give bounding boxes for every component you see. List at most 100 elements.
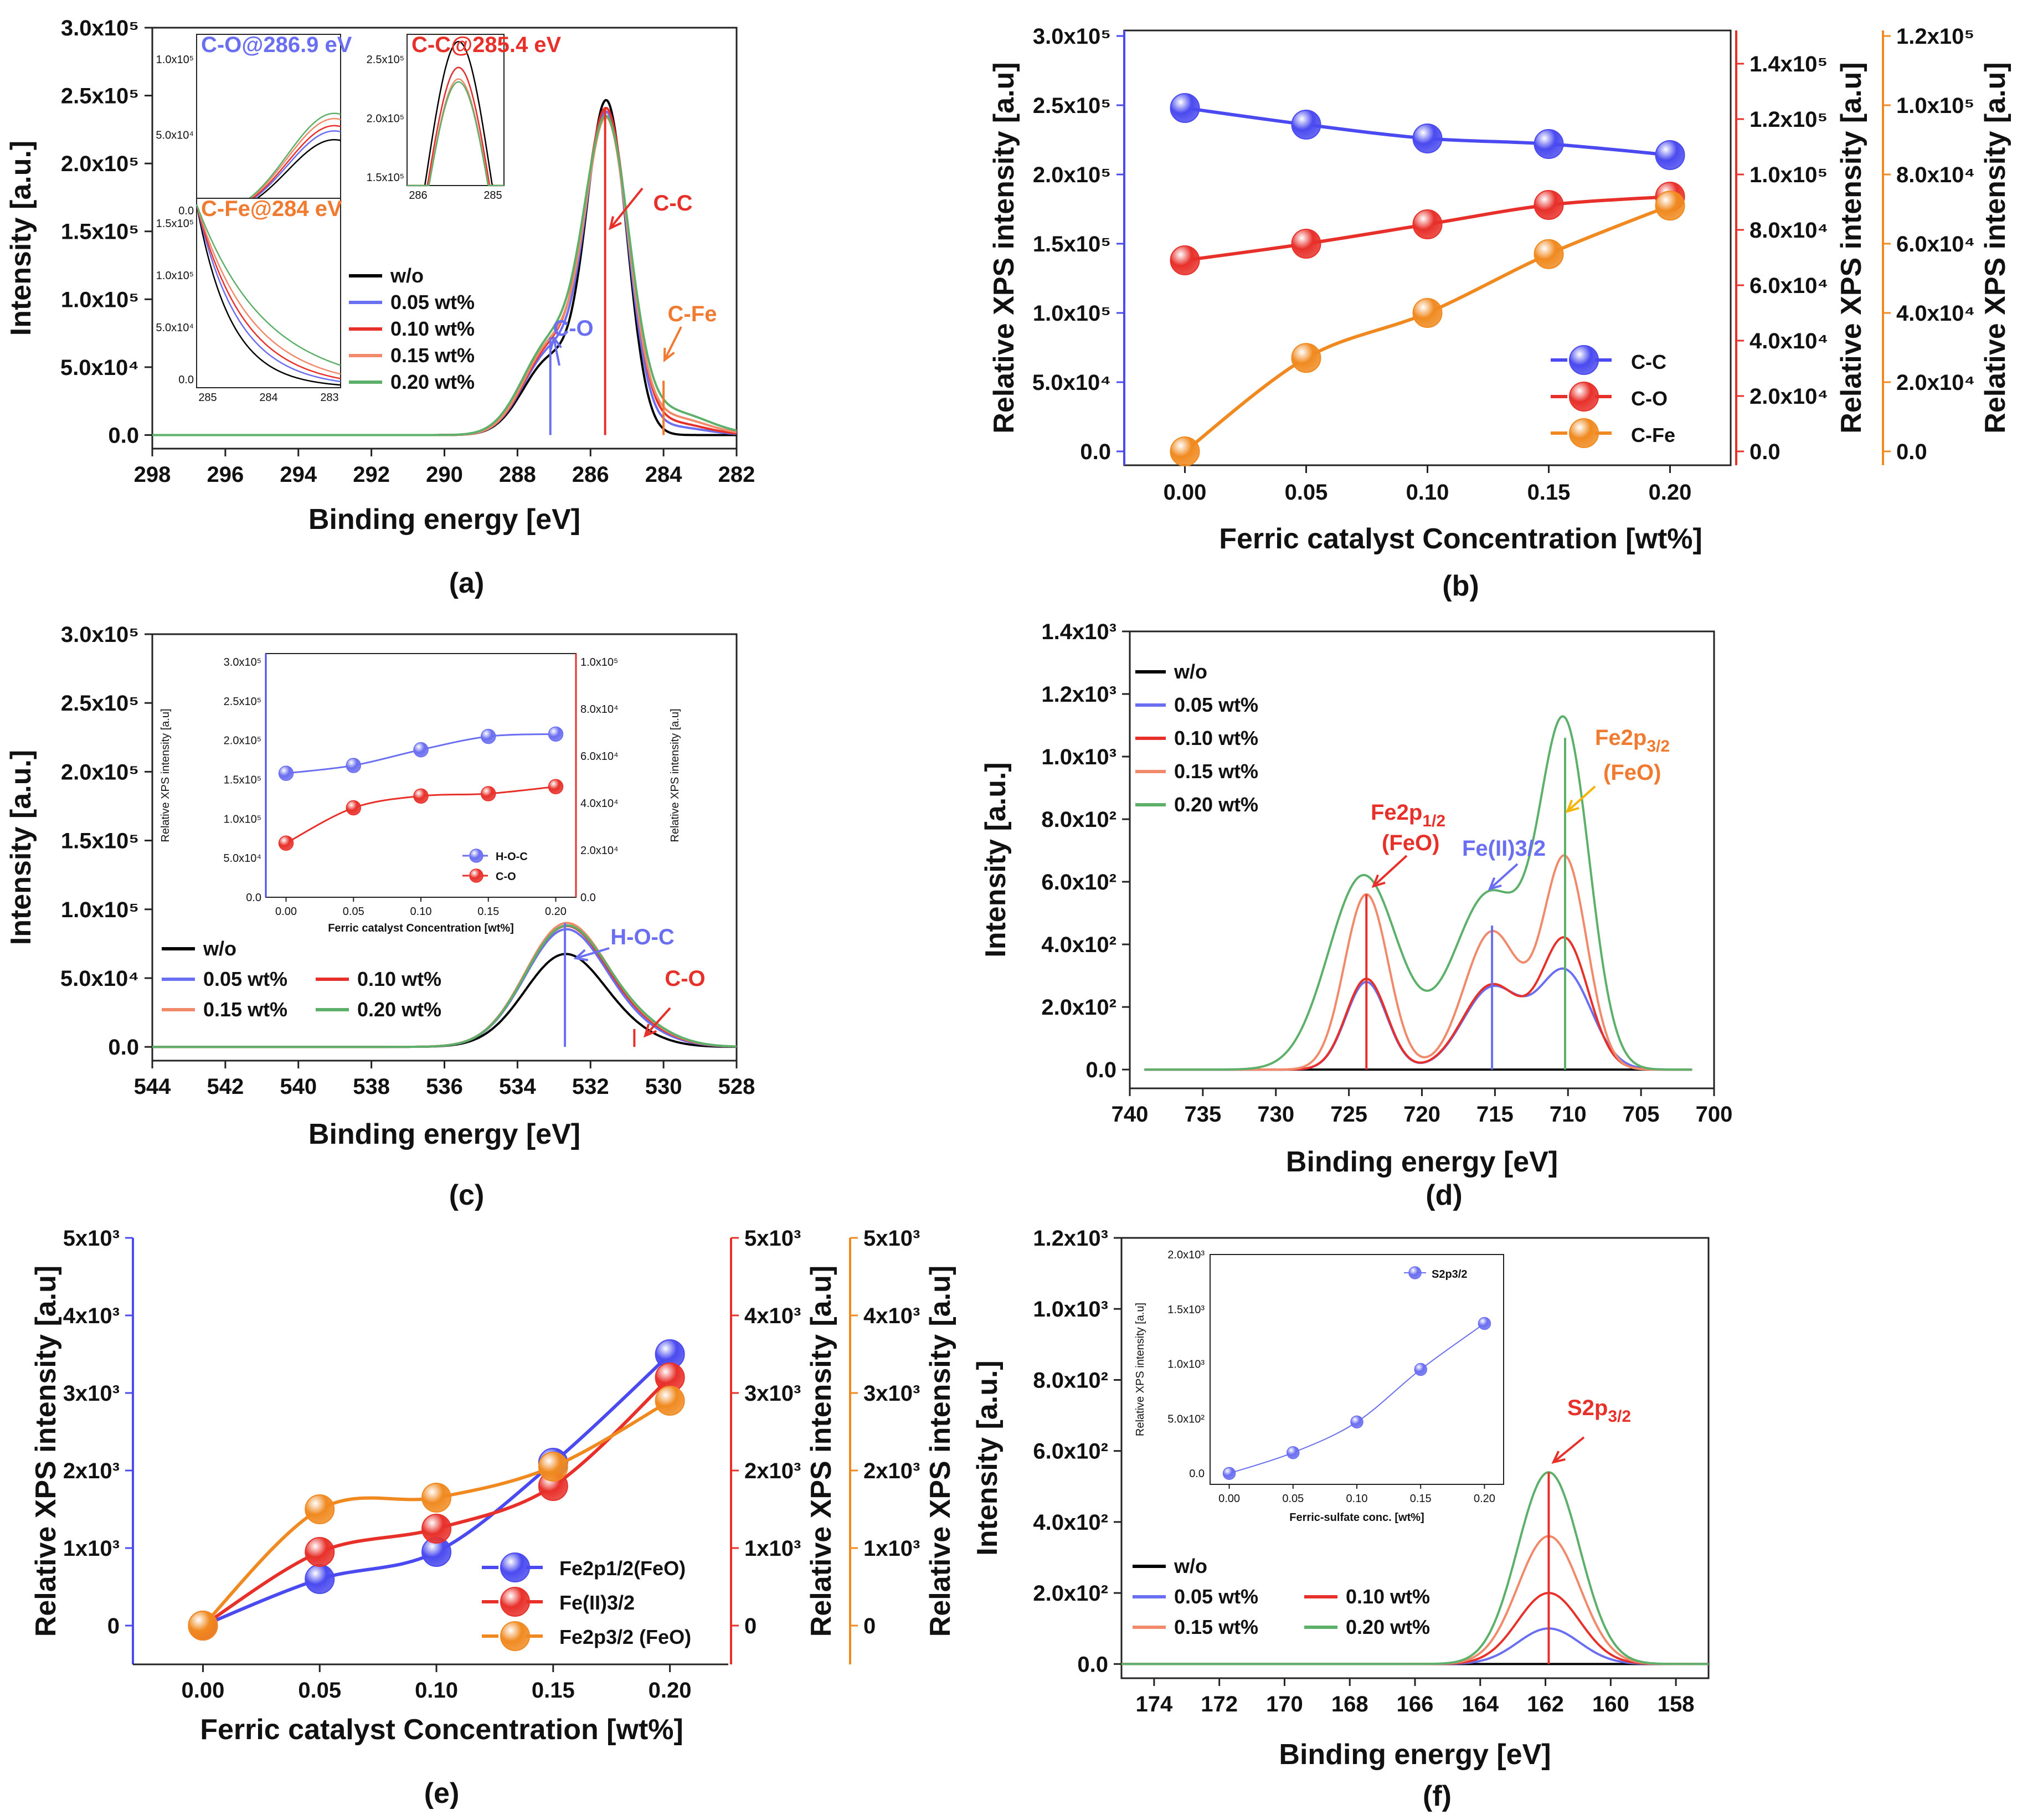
panel-c-inset-xtick-label: 0.05 [343,906,364,918]
panel-e-yright1-tick-label: 0 [744,1614,757,1638]
panel-e-point [305,1494,335,1524]
panel-f-xlabel: Binding energy [eV] [1279,1739,1551,1771]
panel-e-legend-label: Fe2p1/2(FeO) [559,1557,686,1580]
panel-f-x-tick-label: 162 [1527,1692,1564,1716]
panel-f-s2p-sub: 3/2 [1608,1407,1631,1426]
panel-e-point [655,1386,685,1416]
panel-e-yright1-tick-label: 3x10³ [744,1381,801,1406]
panel-c-inset-yleft-label: 1.5x10⁵ [224,774,261,786]
panel-a-inset-series [195,204,341,379]
panel-c-inset-xtick-label: 0.00 [275,906,297,918]
panel-b-legend-marker [1569,418,1599,448]
panel-f-inset-ytick-label: 2.0x10³ [1167,1249,1205,1261]
panel-c-y-tick-label: 1.5x10⁵ [61,829,139,854]
panel-f-y-tick-label: 2.0x10² [1033,1581,1108,1606]
panel-c-label: (c) [449,1179,485,1211]
panel-b-yright2-tick-label: 4.0x10⁴ [1896,301,1975,326]
panel-c-inset-xtick-label: 0.15 [477,906,499,918]
panel-e-yright2-tick-label: 2x10³ [863,1459,920,1483]
panel-b-point [1534,239,1564,269]
panel-f-inset-ytick-label: 0.0 [1189,1468,1205,1480]
panel-b-label: (b) [1442,570,1479,602]
panel-c-x-tick-label: 534 [499,1074,536,1099]
panel-f-legend-label: 0.05 wt% [1174,1585,1258,1608]
panel-a-inset-ytick: 1.0x10⁵ [156,54,194,66]
panel-f-x-tick-label: 164 [1462,1692,1499,1716]
panel-e-point [421,1483,452,1513]
panel-c-inset-yleft-label: 1.0x10⁵ [224,813,261,825]
panel-c-inset-yleft-label: 2.5x10⁵ [224,696,261,708]
legend-label: 0.15 wt% [390,344,475,367]
panel-a-cc-arrow [609,187,644,229]
panel-c-x-tick-label: 540 [280,1074,317,1099]
panel-f-s2p-arrow [1552,1436,1585,1463]
panel-b-yright1-tick-label: 1.4x10⁵ [1750,52,1828,76]
panel-f-inset-xtick-label: 0.15 [1410,1493,1432,1505]
panel-e-point [305,1564,335,1594]
panel-b-point [1170,436,1200,466]
panel-d-x-tick-label: 715 [1476,1102,1514,1127]
legend-label: 0.10 wt% [1174,727,1258,749]
panel-c-inset-point [346,800,362,816]
panel-f-inset-point [1222,1467,1236,1480]
panel-a-cfe-label: C-Fe [668,302,717,326]
panel-c-y-tick-label: 3.0x10⁵ [61,623,139,647]
panel-c-legend-label: 0.20 wt% [357,998,441,1021]
panel-f-x-tick-label: 172 [1201,1692,1238,1716]
panel-c-inset-point [548,726,564,742]
panel-d-y-tick-label: 4.0x10² [1041,933,1116,957]
panel-a-inset-frame [196,198,341,388]
panel-b-point [1412,298,1443,328]
panel-d-y-tick-label: 6.0x10² [1041,870,1116,894]
panel-b-yright2-tick-label: 0.0 [1896,440,1927,464]
panel-c-inset-yleft-label: 2.0x10⁵ [224,735,261,747]
panel-b-ylabel-left: Relative XPS intensity [a.u] [988,62,1020,433]
panel-c-co-arrow [644,1007,671,1037]
panel-b-point [1655,191,1685,221]
panel-b-x-tick-label: 0.20 [1649,480,1692,505]
panel-a-inset-ytick: 0.0 [178,374,194,386]
panel-b-point [1412,209,1443,239]
panel-f-inset-point [1287,1446,1300,1459]
panel-a-cc-arrow-head [609,216,622,230]
panel-e-yleft-tick-label: 1x10³ [63,1536,120,1561]
panel-c-x-tick-label: 542 [207,1074,244,1099]
panel-a-x-tick-label: 282 [718,462,755,487]
panel-d-x-tick-label: 730 [1257,1102,1294,1127]
panel-f-inset-xlabel: Ferric-sulfate conc. [wt%] [1289,1511,1424,1524]
legend-label: 0.20 wt% [1174,793,1258,816]
panel-c-y-tick-label: 2.0x10⁵ [61,760,139,784]
panel-d-fe2p32-arrow-head [1565,799,1579,814]
panel-f-inset-xtick-label: 0.00 [1218,1493,1240,1505]
panel-b-legend-marker [1569,382,1599,412]
panel-a-inset-xtick: 285 [483,189,502,202]
panel-b-legend-label: C-Fe [1631,424,1675,446]
panel-a-cc-label: C-C [653,191,692,215]
panel-b-yright1-tick-label: 0.0 [1750,440,1781,464]
panel-a-y-tick-label: 5.0x10⁴ [60,356,139,380]
panel-c-inset-point [548,779,564,794]
panel-d-fe2p12-arrow [1372,855,1408,887]
panel-c-inset-ylabel-right: Relative XPS intensity [a.u] [669,708,681,842]
panel-e-legend-label: Fe2p3/2 (FeO) [559,1626,691,1648]
panel-c-y-tick-label: 1.0x10⁵ [61,898,139,922]
panel-f-x-tick-label: 160 [1592,1692,1629,1716]
panel-c-inset-point [278,835,294,851]
legend-label: 0.05 wt% [1174,693,1258,716]
panel-d-y-tick-label: 1.0x10³ [1041,745,1116,769]
panel-f-inset-point [1478,1317,1491,1330]
legend-label: 0.20 wt% [390,371,475,393]
panel-e-ylabel-right2: Relative XPS intensity [a.u] [924,1266,956,1637]
panel-a-inset-series [195,204,341,386]
panel-f-inset-xtick-label: 0.10 [1346,1493,1368,1505]
panel-f-inset-frame [1210,1254,1504,1485]
panel-a-y-tick-label: 1.5x10⁵ [61,220,139,244]
panel-d-feii-arrow [1489,863,1519,890]
panel-d-fe2p32-arrow [1566,785,1596,813]
panel-c-x-tick-label: 528 [718,1074,755,1099]
panel-b-point [1291,343,1321,373]
panel-a-inset-title: C-C@285.4 eV [411,33,562,57]
panel-c-inset-yright-label: 6.0x10⁴ [580,750,619,763]
panel-b-yleft-tick-label: 2.5x10⁵ [1033,94,1111,118]
